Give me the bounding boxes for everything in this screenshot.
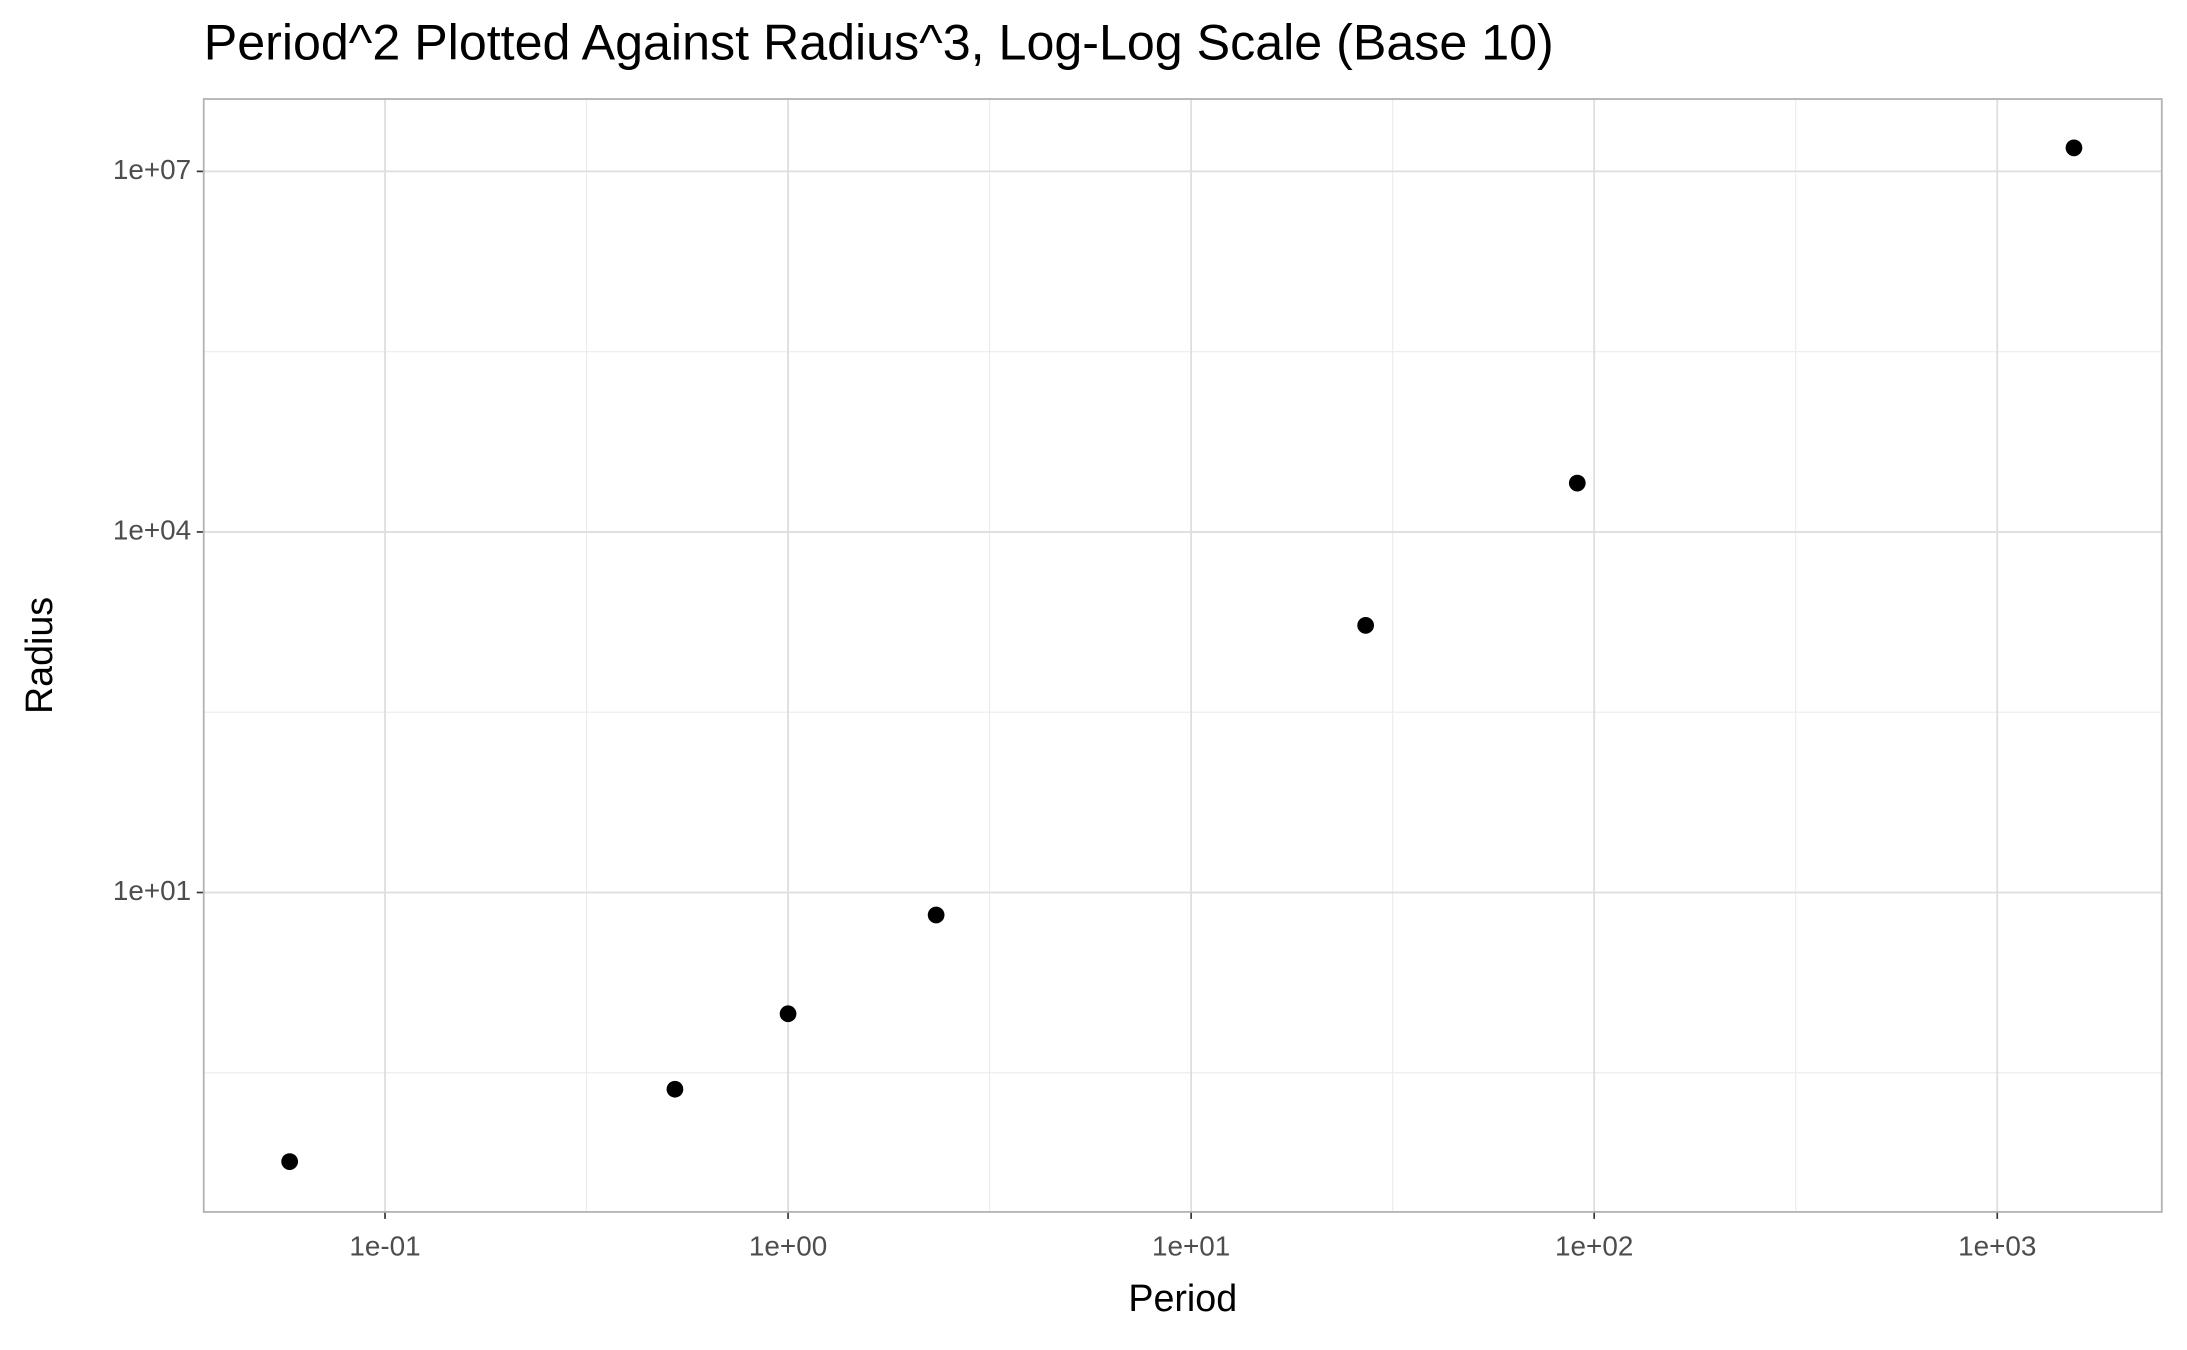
point: [779, 1005, 797, 1023]
x-tick-label: 1e+03: [1958, 1231, 2036, 1262]
points: [281, 139, 2083, 1170]
x-tick-label: 1e+00: [749, 1231, 827, 1262]
point: [281, 1153, 299, 1170]
point: [927, 906, 945, 924]
y-tick-label: 1e+04: [113, 514, 191, 545]
x-tick-label: 1e+01: [1152, 1231, 1230, 1262]
point: [666, 1080, 684, 1098]
point: [2065, 139, 2083, 157]
x-axis-title: Period: [1128, 1277, 1237, 1319]
x-tick-label: 1e+02: [1555, 1231, 1633, 1262]
chart-title: Period^2 Plotted Against Radius^3, Log-L…: [204, 14, 1554, 70]
y-axis-title: Radius: [18, 597, 60, 714]
x-tick-label: 1e-01: [349, 1231, 420, 1262]
point: [1568, 474, 1586, 492]
y-tick-label: 1e+01: [113, 875, 191, 906]
point: [1357, 617, 1375, 634]
grid: [196, 99, 2162, 1219]
y-tick-label: 1e+07: [113, 154, 191, 185]
panel-border: [202, 98, 2163, 1213]
